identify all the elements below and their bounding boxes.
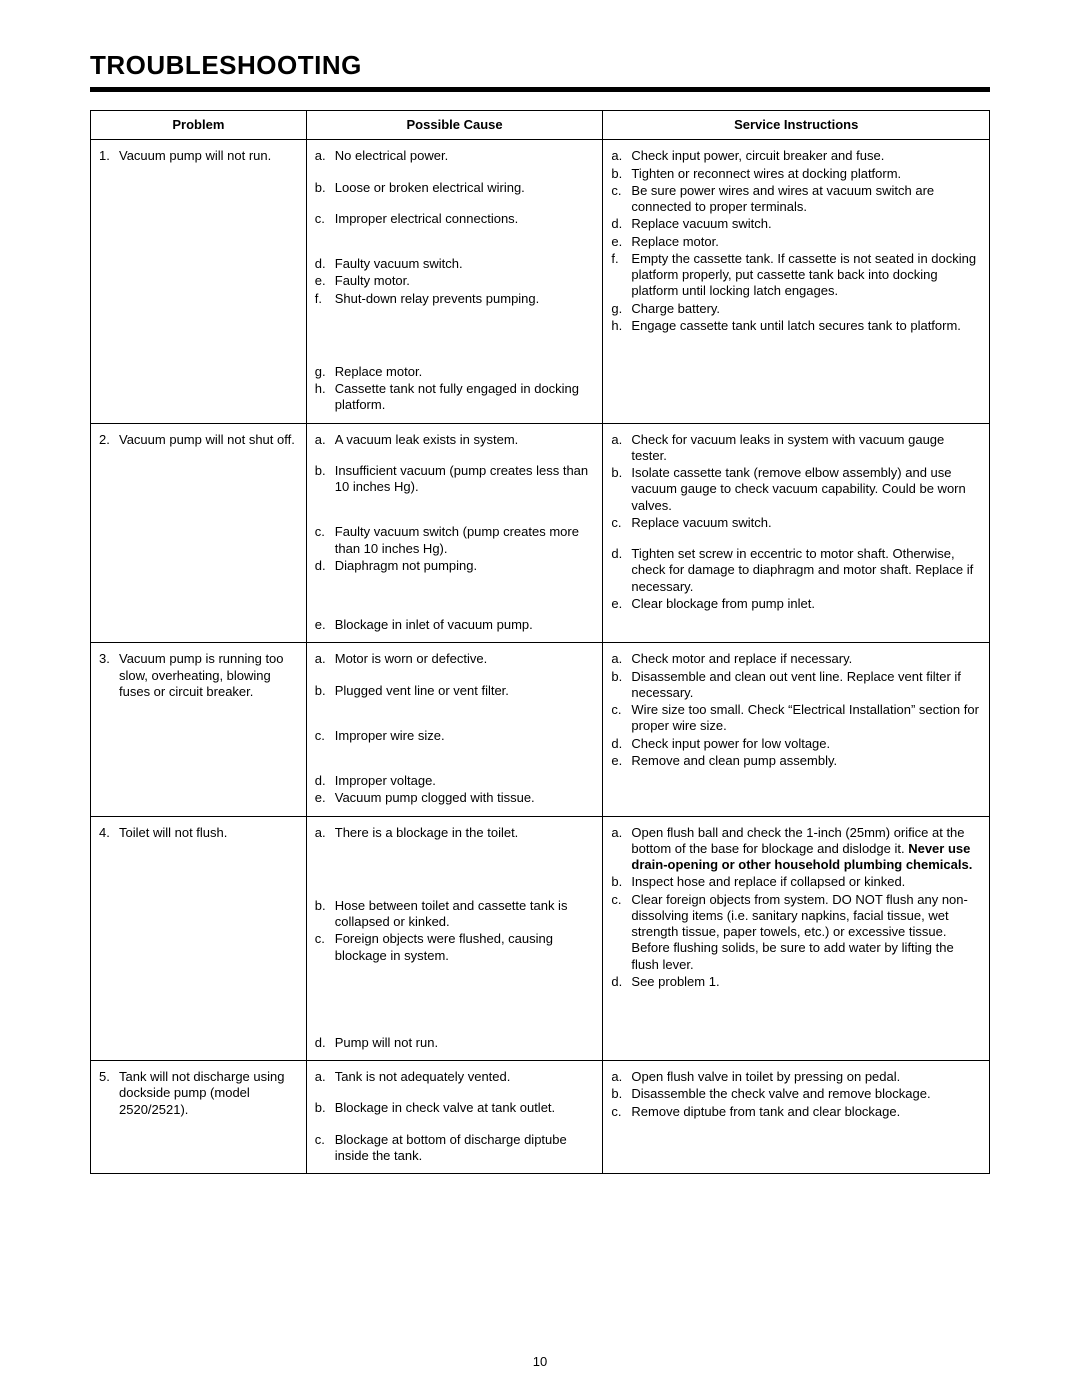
troubleshooting-table: Problem Possible Cause Service Instructi… bbox=[90, 110, 990, 1174]
cause-cell: a.No electrical power.b.Loose or broken … bbox=[306, 140, 603, 423]
table-row: 4.Toilet will not flush.a.There is a blo… bbox=[91, 816, 990, 1061]
table-row: 5.Tank will not discharge using dockside… bbox=[91, 1061, 990, 1174]
table-row: 3.Vacuum pump is running too slow, overh… bbox=[91, 643, 990, 816]
service-cell: a.Open flush ball and check the 1-inch (… bbox=[603, 816, 990, 1061]
header-service: Service Instructions bbox=[603, 111, 990, 140]
problem-cell: 1.Vacuum pump will not run. bbox=[91, 140, 307, 423]
cause-cell: a.There is a blockage in the toilet.b.Ho… bbox=[306, 816, 603, 1061]
table-row: 2.Vacuum pump will not shut off.a.A vacu… bbox=[91, 423, 990, 643]
service-cell: a.Open flush valve in toilet by pressing… bbox=[603, 1061, 990, 1174]
cause-cell: a.Tank is not adequately vented.b.Blocka… bbox=[306, 1061, 603, 1174]
service-cell: a.Check for vacuum leaks in system with … bbox=[603, 423, 990, 643]
page-number: 10 bbox=[0, 1354, 1080, 1369]
service-cell: a.Check input power, circuit breaker and… bbox=[603, 140, 990, 423]
service-cell: a.Check motor and replace if necessary.b… bbox=[603, 643, 990, 816]
table-row: 1.Vacuum pump will not run.a.No electric… bbox=[91, 140, 990, 423]
problem-cell: 3.Vacuum pump is running too slow, overh… bbox=[91, 643, 307, 816]
cause-cell: a.Motor is worn or defective.b.Plugged v… bbox=[306, 643, 603, 816]
cause-cell: a.A vacuum leak exists in system.b.Insuf… bbox=[306, 423, 603, 643]
header-problem: Problem bbox=[91, 111, 307, 140]
problem-cell: 4.Toilet will not flush. bbox=[91, 816, 307, 1061]
problem-cell: 2.Vacuum pump will not shut off. bbox=[91, 423, 307, 643]
header-cause: Possible Cause bbox=[306, 111, 603, 140]
table-header-row: Problem Possible Cause Service Instructi… bbox=[91, 111, 990, 140]
title-rule bbox=[90, 87, 990, 92]
page-title: TROUBLESHOOTING bbox=[90, 50, 990, 81]
problem-cell: 5.Tank will not discharge using dockside… bbox=[91, 1061, 307, 1174]
